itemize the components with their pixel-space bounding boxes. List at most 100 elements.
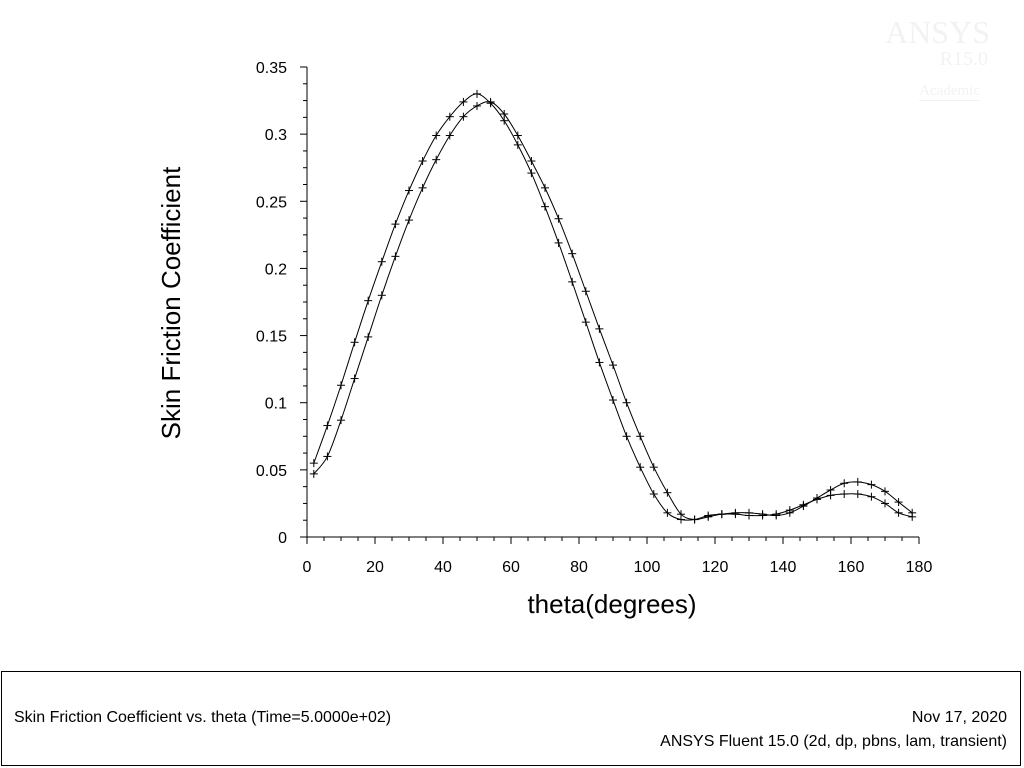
x-tick-label: 140 <box>770 559 797 576</box>
data-point-marker <box>323 452 332 461</box>
x-tick-label: 40 <box>434 559 452 576</box>
data-point-marker <box>350 374 359 383</box>
data-point-marker <box>445 131 454 140</box>
data-point-marker <box>568 249 577 258</box>
y-tick-label: 0.1 <box>265 396 287 413</box>
data-point-marker <box>364 296 373 305</box>
data-point-marker <box>677 510 685 519</box>
data-point-marker <box>609 396 617 405</box>
y-tick-label: 0.35 <box>256 60 287 77</box>
data-point-marker <box>527 169 536 178</box>
data-point-marker <box>541 183 549 192</box>
data-point-marker <box>853 490 862 499</box>
data-point-marker <box>486 97 495 106</box>
data-point-marker <box>418 157 427 165</box>
data-point-marker <box>853 477 862 486</box>
x-tick-label: 20 <box>366 559 384 576</box>
x-tick-label: 100 <box>634 559 661 576</box>
x-tick-label: 80 <box>570 559 588 576</box>
data-point-marker <box>337 416 345 425</box>
data-point-marker <box>391 252 400 261</box>
y-tick-label: 0.2 <box>265 261 287 278</box>
data-point-marker <box>881 499 889 508</box>
y-tick-label: 0.25 <box>256 194 287 211</box>
data-point-marker <box>432 131 441 140</box>
data-point-marker <box>609 361 617 370</box>
data-point-marker <box>745 508 753 517</box>
data-point-marker <box>595 324 604 333</box>
data-point-marker <box>554 214 563 223</box>
data-point-marker <box>309 459 318 468</box>
plot-footer-box: Skin Friction Coefficient vs. theta (Tim… <box>1 671 1021 766</box>
series-line-2 <box>313 101 913 521</box>
data-point-marker <box>554 238 563 247</box>
data-point-marker <box>813 494 821 503</box>
data-point-marker <box>581 287 590 296</box>
data-point-marker <box>894 498 903 507</box>
data-point-marker <box>622 398 631 407</box>
data-point-marker <box>405 186 413 195</box>
data-point-marker <box>894 508 903 517</box>
data-point-marker <box>663 488 672 497</box>
data-point-marker <box>459 97 468 106</box>
data-point-marker <box>622 432 631 441</box>
data-point-marker <box>731 508 740 517</box>
data-point-marker <box>500 116 509 125</box>
data-point-marker <box>350 338 359 347</box>
data-point-marker <box>377 257 386 266</box>
data-point-marker <box>364 332 373 341</box>
data-point-marker <box>377 291 386 300</box>
data-point-marker <box>323 421 332 430</box>
skin-friction-chart: 0 0.05 0.1 0.15 0.2 0.25 0.3 0.35 0 20 40 60 80 100 12… <box>156 60 933 619</box>
x-axis-label: theta(degrees) <box>527 589 696 619</box>
x-tick-label: 60 <box>502 559 520 576</box>
data-point-marker <box>758 510 767 519</box>
data-point-marker <box>513 131 522 140</box>
data-point-marker <box>908 508 917 517</box>
data-point-marker <box>432 155 441 164</box>
data-point-marker <box>649 463 658 472</box>
ansys-watermark-logo: ANSYS <box>885 14 990 50</box>
data-point-marker <box>867 492 876 501</box>
data-point-marker <box>581 318 590 327</box>
data-point-marker <box>840 479 849 488</box>
data-point-marker <box>649 490 658 499</box>
data-point-marker <box>500 110 509 118</box>
data-point-marker <box>405 216 413 225</box>
data-point-marker <box>772 511 781 520</box>
y-tick-label: 0.05 <box>256 463 287 480</box>
data-point-marker <box>459 112 468 121</box>
data-point-marker <box>337 381 345 390</box>
series-line-1 <box>313 93 913 521</box>
data-point-marker <box>690 515 699 524</box>
data-point-marker <box>881 487 889 496</box>
plot-description: Skin Friction Coefficient vs. theta (Tim… <box>14 709 392 726</box>
plot-date: Nov 17, 2020 <box>911 709 1007 726</box>
data-point-marker <box>636 463 645 472</box>
data-point-marker <box>513 140 522 149</box>
data-point-marker <box>595 358 604 367</box>
solver-info: ANSYS Fluent 15.0 (2d, dp, pbns, lam, tr… <box>660 733 1007 750</box>
x-tick-label: 120 <box>702 559 729 576</box>
data-point-marker <box>527 157 536 165</box>
y-tick-label: 0 <box>278 530 287 547</box>
data-point-marker <box>309 469 318 478</box>
y-axis-label: Skin Friction Coefficient <box>156 166 186 439</box>
data-point-marker <box>867 480 876 489</box>
x-tick-label: 160 <box>838 559 865 576</box>
y-tick-label: 0.3 <box>265 127 287 144</box>
data-point-marker <box>826 486 835 494</box>
data-point-marker <box>840 490 849 499</box>
data-point-marker <box>663 508 672 517</box>
x-tick-label: 180 <box>906 559 933 576</box>
data-point-marker <box>473 101 481 110</box>
ansys-watermark-version: R15.0 <box>939 48 988 70</box>
chart-series-group <box>309 89 917 524</box>
data-point-marker <box>568 277 577 286</box>
y-tick-label: 0.15 <box>256 329 287 346</box>
data-point-marker <box>473 89 481 98</box>
data-point-marker <box>799 502 808 511</box>
data-point-marker <box>445 112 454 121</box>
data-point-marker <box>418 183 427 192</box>
data-point-marker <box>717 510 726 519</box>
